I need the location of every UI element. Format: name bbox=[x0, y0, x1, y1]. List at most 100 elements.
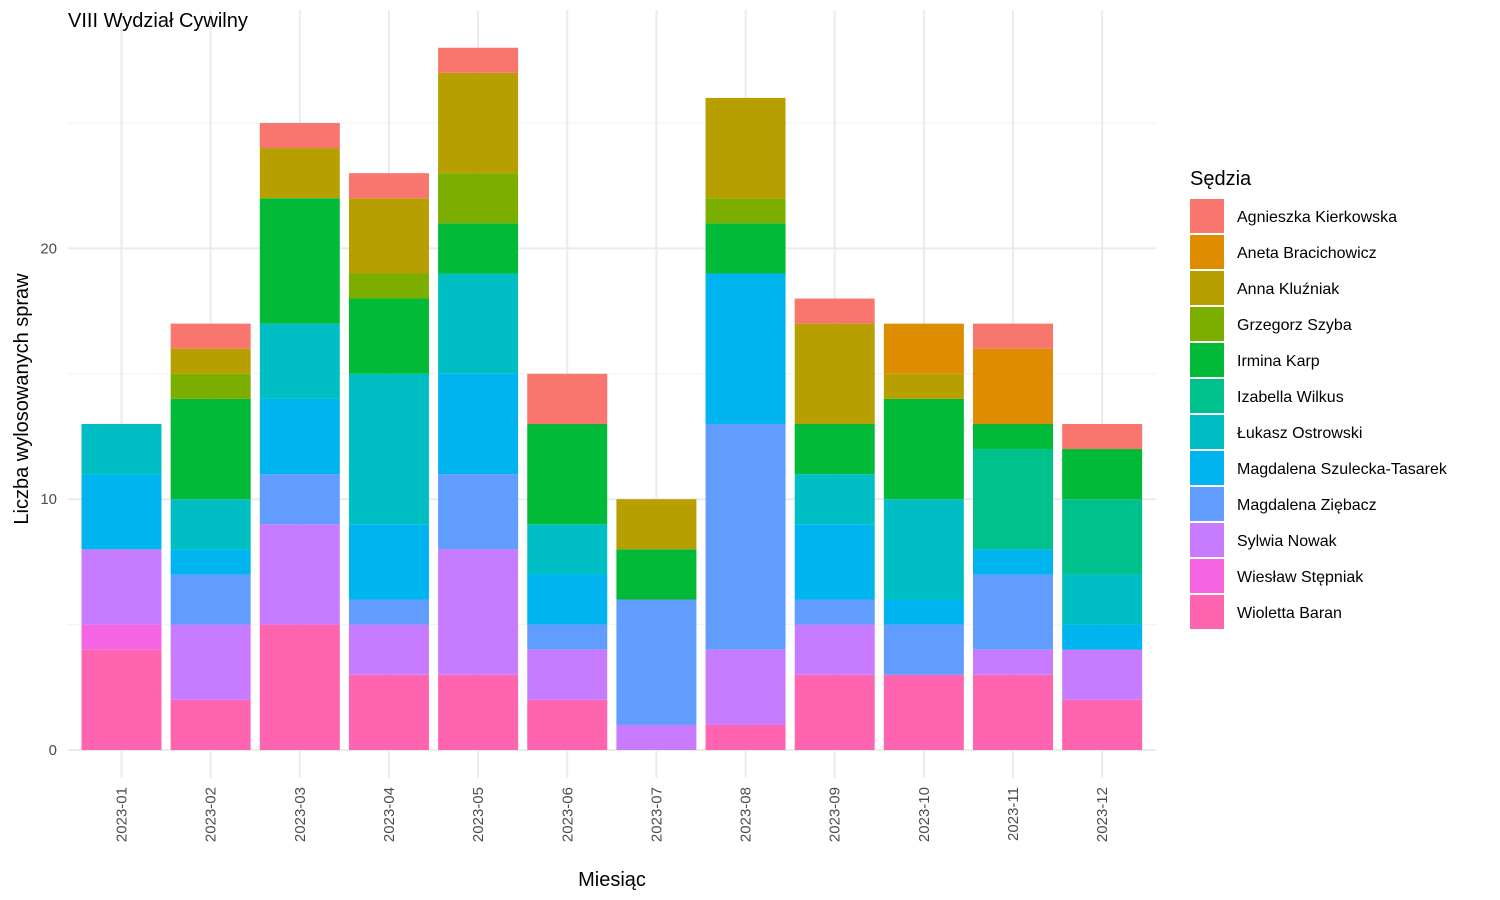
bar-segment bbox=[616, 724, 697, 750]
bar-segment bbox=[883, 599, 964, 625]
x-tick-label: 2023-03 bbox=[292, 787, 309, 842]
x-axis-title: Miesiąc bbox=[578, 869, 646, 891]
legend-swatch bbox=[1190, 271, 1224, 305]
bar-segment bbox=[1062, 699, 1143, 750]
legend-label: Aneta Bracichowicz bbox=[1237, 245, 1377, 262]
bar-segment bbox=[1062, 449, 1143, 500]
x-tick-label: 2023-01 bbox=[114, 787, 131, 842]
bar-segment bbox=[438, 474, 519, 550]
bar-segment bbox=[170, 373, 251, 399]
bar-segment bbox=[259, 524, 340, 625]
legend-label: Irmina Karp bbox=[1237, 353, 1320, 370]
bar-segment bbox=[81, 624, 162, 650]
bar-segment bbox=[348, 273, 429, 299]
bar-segment bbox=[438, 373, 519, 475]
bar-segment bbox=[170, 549, 251, 575]
bar-segment bbox=[1062, 499, 1143, 575]
legend-swatch bbox=[1190, 379, 1224, 413]
bar-segment bbox=[883, 674, 964, 750]
legend-swatch bbox=[1190, 487, 1224, 521]
legend-label: Anna Kluźniak bbox=[1237, 281, 1340, 298]
bar-segment bbox=[973, 449, 1053, 550]
bar-segment bbox=[259, 198, 340, 324]
bar-segment bbox=[527, 524, 608, 575]
bar-segment bbox=[438, 674, 519, 750]
bar-segment bbox=[973, 674, 1053, 750]
bar-segment bbox=[348, 373, 429, 525]
legend: Sędzia Agnieszka Kierkowska Aneta Bracich… bbox=[1190, 168, 1448, 629]
bar-segment bbox=[170, 624, 251, 700]
legend-label: Wioletta Baran bbox=[1237, 605, 1342, 622]
bar-segment bbox=[973, 549, 1053, 575]
bar-segment bbox=[1062, 649, 1143, 700]
bar-segment bbox=[348, 674, 429, 750]
legend-items: Agnieszka Kierkowska Aneta Bracichowicz An… bbox=[1190, 199, 1448, 629]
bar-segment bbox=[973, 649, 1053, 675]
bar-segment bbox=[527, 624, 608, 650]
bar-segment bbox=[81, 474, 162, 550]
bar-segment bbox=[794, 323, 875, 424]
y-axis-title: Liczba wylosowanych spraw bbox=[11, 273, 33, 525]
bar-segment bbox=[616, 599, 697, 725]
x-tick-label: 2023-11 bbox=[1005, 787, 1022, 841]
bar-segment bbox=[259, 474, 340, 525]
x-tick-label: 2023-07 bbox=[648, 787, 665, 842]
bar-segment bbox=[705, 724, 786, 750]
bar-segment bbox=[973, 423, 1053, 450]
bar-segment bbox=[348, 624, 429, 675]
bar-segment bbox=[705, 649, 786, 725]
x-tick-label: 2023-02 bbox=[203, 787, 220, 842]
legend-swatch bbox=[1190, 595, 1224, 629]
bars bbox=[81, 47, 1143, 750]
bar-segment bbox=[527, 574, 608, 625]
bar-segment bbox=[973, 348, 1053, 424]
bar-segment bbox=[705, 223, 786, 274]
bar-segment bbox=[170, 348, 251, 374]
bar-segment bbox=[883, 373, 964, 399]
bar-segment bbox=[794, 423, 875, 475]
bar-segment bbox=[259, 398, 340, 475]
bar-segment bbox=[259, 624, 340, 750]
bar-segment bbox=[348, 198, 429, 274]
x-tick-label: 2023-06 bbox=[559, 787, 576, 842]
bar-segment bbox=[170, 398, 251, 500]
legend-swatch bbox=[1190, 343, 1224, 377]
bar-segment bbox=[883, 398, 964, 500]
bar-segment bbox=[170, 323, 251, 349]
bar-segment bbox=[1062, 624, 1143, 650]
y-tick-label: 10 bbox=[40, 491, 57, 508]
bar-segment bbox=[438, 223, 519, 274]
bar-segment bbox=[705, 423, 786, 650]
bar-segment bbox=[794, 298, 875, 324]
x-tick-label: 2023-10 bbox=[916, 787, 933, 842]
legend-label: Magdalena Ziębacz bbox=[1237, 497, 1377, 514]
bar-segment bbox=[794, 524, 875, 600]
legend-label: Sylwia Nowak bbox=[1237, 533, 1338, 550]
legend-swatch bbox=[1190, 523, 1224, 557]
legend-label: Wiesław Stępniak bbox=[1237, 569, 1364, 586]
bar-segment bbox=[705, 198, 786, 224]
bar-segment bbox=[794, 599, 875, 625]
bar-segment bbox=[438, 549, 519, 675]
legend-label: Agnieszka Kierkowska bbox=[1237, 209, 1397, 226]
bar-segment bbox=[81, 423, 162, 475]
legend-title: Sędzia bbox=[1190, 168, 1252, 190]
legend-label: Izabella Wilkus bbox=[1237, 389, 1344, 406]
x-tick-label: 2023-12 bbox=[1094, 787, 1111, 842]
bar-segment bbox=[259, 123, 340, 149]
bar-segment bbox=[348, 173, 429, 199]
legend-swatch bbox=[1190, 235, 1224, 269]
bar-segment bbox=[259, 148, 340, 199]
bar-segment bbox=[883, 499, 964, 600]
bar-segment bbox=[883, 323, 964, 374]
x-tick-label: 2023-09 bbox=[827, 787, 844, 842]
legend-swatch bbox=[1190, 199, 1224, 233]
legend-swatch bbox=[1190, 415, 1224, 449]
y-tick-label: 20 bbox=[40, 240, 57, 257]
bar-segment bbox=[616, 549, 697, 600]
bar-segment bbox=[438, 72, 519, 174]
bar-segment bbox=[973, 323, 1053, 349]
x-axis: 2023-01 2023-02 2023-03 2023-04 2023-05 2023-… bbox=[114, 787, 1112, 842]
bar-segment bbox=[705, 97, 786, 199]
bar-segment bbox=[170, 699, 251, 750]
